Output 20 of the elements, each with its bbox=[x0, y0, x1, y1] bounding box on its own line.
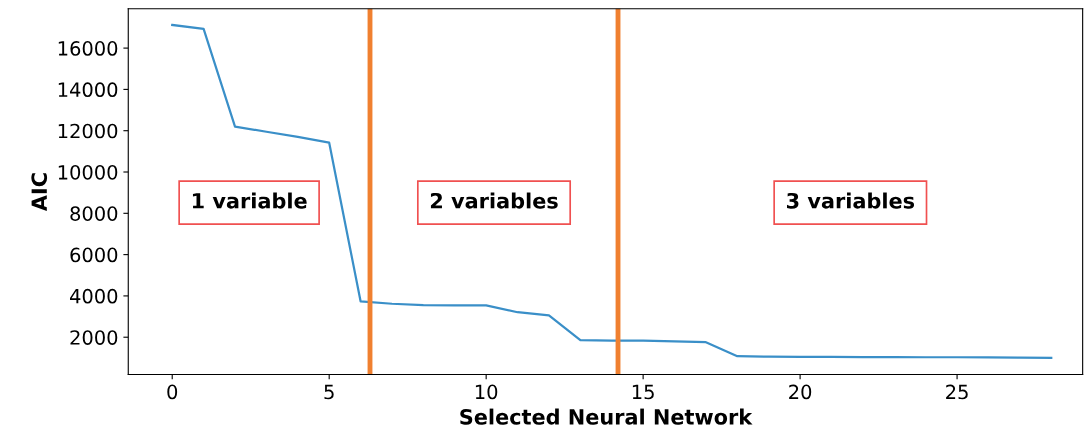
x-tick-label: 10 bbox=[475, 384, 498, 400]
y-tick-label: 2000 bbox=[70, 330, 118, 345]
y-tick-label: 6000 bbox=[70, 247, 118, 263]
y-tick-label: 8000 bbox=[70, 206, 118, 221]
annotation: 2 variables bbox=[430, 192, 558, 209]
x-tick-label: 20 bbox=[789, 384, 812, 400]
y-tick-label: 4000 bbox=[70, 288, 118, 304]
annotation: 1 variable bbox=[192, 192, 307, 209]
y-tick-label: 14000 bbox=[58, 82, 118, 98]
y-axis-title: AIC bbox=[31, 173, 48, 212]
y-tick-label: 16000 bbox=[58, 41, 118, 56]
x-axis-title: Selected Neural Network bbox=[460, 408, 753, 425]
x-tick-label: 0 bbox=[167, 384, 178, 400]
annotation: 3 variables bbox=[787, 192, 915, 209]
y-tick-label: 10000 bbox=[58, 164, 118, 180]
x-tick-label: 25 bbox=[946, 384, 968, 400]
x-tick-label: 15 bbox=[632, 384, 654, 400]
x-tick-label: 5 bbox=[324, 384, 334, 400]
line-series bbox=[171, 23, 1053, 359]
y-tick-label: 12000 bbox=[58, 123, 118, 139]
